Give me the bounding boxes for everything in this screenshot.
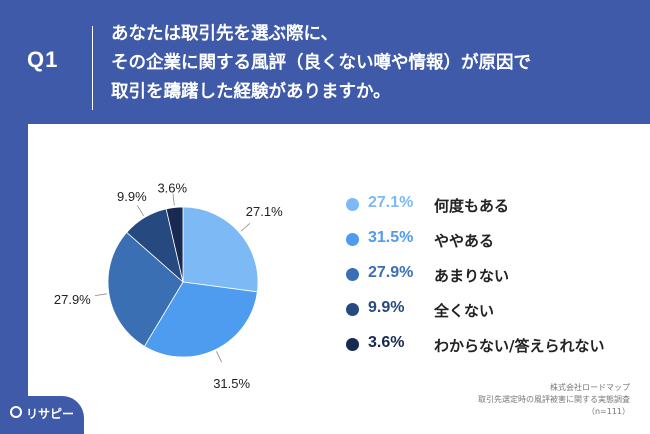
slice-rarely <box>107 231 184 347</box>
data-label: 31.5% <box>213 376 250 391</box>
legend-percent: 9.9% <box>368 299 405 316</box>
logo-text: リサピー <box>26 407 75 421</box>
leader-line <box>94 293 107 297</box>
data-label: 9.9% <box>117 189 147 204</box>
slice-unknown <box>165 206 184 283</box>
credit-survey: 取引先選定時の風評被害に関する実態調査 <box>478 395 630 404</box>
question-label: Q1 <box>27 47 59 72</box>
data-label: 27.9% <box>54 292 91 307</box>
leader-line <box>172 193 175 206</box>
question-line-1: あなたは取引先を選ぶ際に、 <box>111 24 338 44</box>
legend-percent: 3.6% <box>368 334 405 351</box>
slice-somewhat <box>143 281 258 358</box>
legend-swatch <box>346 303 359 316</box>
legend-percent: 27.9% <box>368 264 414 281</box>
leader-line <box>137 205 144 217</box>
slice-often <box>182 206 259 293</box>
question-line-2: その企業に関する風評（良くない噂や情報）が原因で <box>111 53 531 73</box>
legend-swatch <box>346 338 359 351</box>
legend-label: わからない/答えられない <box>434 337 605 355</box>
legend-swatch <box>346 233 359 246</box>
legend-swatch <box>346 268 359 281</box>
header: Q1 あなたは取引先を選ぶ際に、 その企業に関する風評（良くない噂や情報）が原因… <box>0 0 650 122</box>
legend-percent: 31.5% <box>368 229 414 246</box>
legend-label: 何度もある <box>434 197 510 215</box>
leader-line <box>216 351 223 363</box>
data-label: 27.1% <box>246 204 283 219</box>
source-credit: 株式会社ロードマップ 取引先選定時の風評被害に関する実態調査 （n=111） <box>478 382 630 418</box>
credit-sample-size: （n=111） <box>586 407 630 416</box>
leader-line <box>240 223 251 232</box>
credit-company: 株式会社ロードマップ <box>550 383 630 392</box>
question-text: あなたは取引先を選ぶ際に、 その企業に関する風評（良くない噂や情報）が原因で 取… <box>111 20 531 107</box>
legend-percent: 27.1% <box>368 194 414 211</box>
logo-icon <box>10 406 22 418</box>
legend-swatch <box>346 198 359 211</box>
data-label: 3.6% <box>157 181 187 196</box>
legend-label: ややある <box>434 232 495 250</box>
brand-logo: リサピー <box>0 396 84 434</box>
legend-label: 全くない <box>434 302 495 320</box>
question-line-3: 取引を躊躇した経験がありますか。 <box>111 82 391 102</box>
legend-label: あまりない <box>434 267 510 285</box>
header-divider <box>92 26 93 110</box>
